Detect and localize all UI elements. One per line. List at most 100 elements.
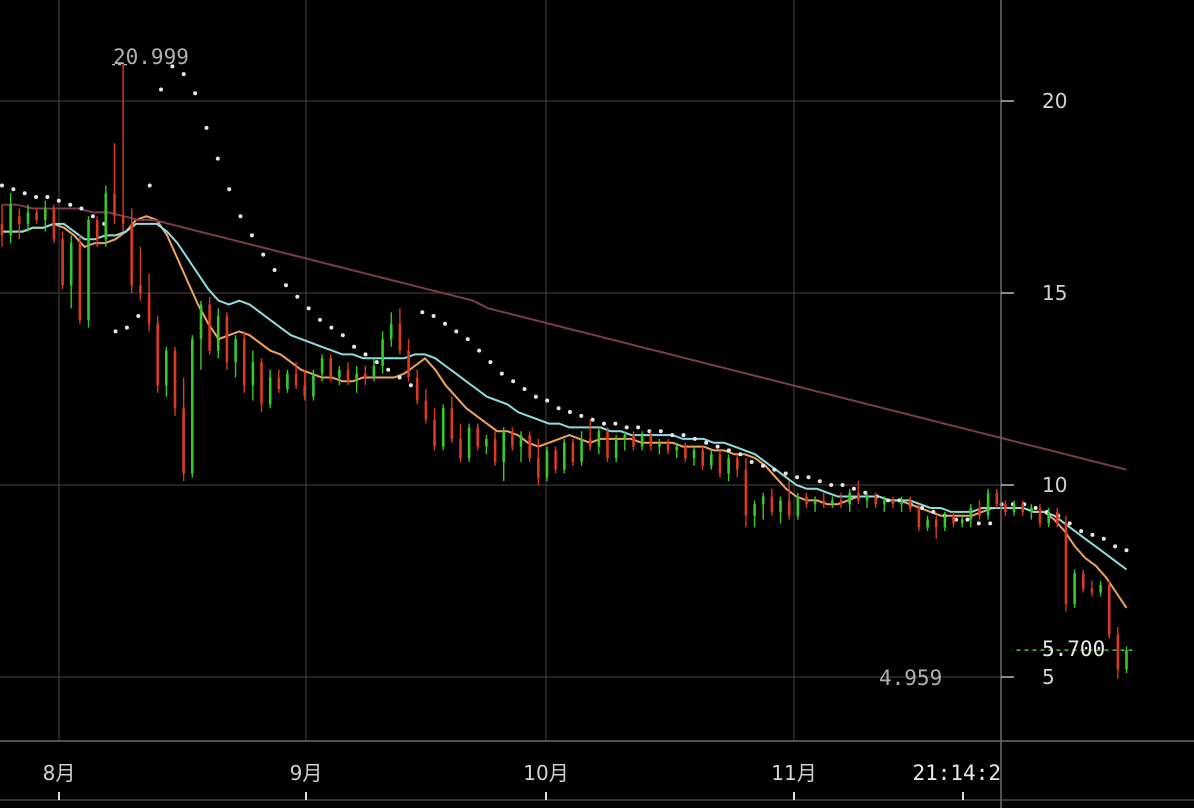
candle-body (389, 323, 393, 340)
sar-dot (0, 183, 4, 188)
candle-body (320, 358, 324, 374)
candle-body (883, 500, 886, 505)
candle-body (528, 435, 531, 459)
sar-dot (613, 421, 618, 426)
candle-body (260, 362, 263, 405)
sar-dot (124, 325, 129, 330)
sar-dot (681, 433, 686, 438)
candle-body (666, 442, 670, 451)
sar-dot (840, 483, 845, 487)
sar-dot (1113, 544, 1118, 549)
candle-body (9, 204, 12, 236)
sar-dot (329, 325, 334, 330)
candle-body (346, 369, 350, 382)
sar-dot (1033, 506, 1038, 510)
x-tick-label: 11月 (771, 761, 816, 785)
candle-body (312, 373, 315, 397)
candle-body (926, 519, 929, 528)
candle-body (459, 438, 462, 459)
sar-dot (386, 367, 391, 372)
candle-body (787, 500, 791, 516)
candle-body (710, 454, 713, 466)
y-tick-label: 10 (1042, 473, 1067, 497)
candle-body (0, 223, 4, 236)
candle-body (113, 193, 116, 217)
sar-dot (556, 406, 561, 411)
sar-dot (295, 294, 300, 299)
candle-body (960, 519, 964, 524)
candle-body (632, 435, 635, 447)
y-tick-label: 15 (1042, 281, 1067, 305)
sar-dot (261, 252, 266, 257)
ma-short-line (2, 215, 1128, 609)
sar-dot (136, 314, 141, 318)
candle-body (718, 454, 722, 474)
sar-dot (920, 506, 924, 510)
candle-body (338, 369, 341, 378)
candle-body (1099, 584, 1102, 593)
candle-body (277, 377, 281, 389)
candle-body (874, 496, 877, 505)
candle-body (95, 220, 99, 240)
sar-dot (590, 417, 595, 422)
sar-dot (1090, 532, 1095, 537)
candle-body (364, 373, 367, 378)
candle-body (61, 239, 64, 286)
ma-mid-line (2, 222, 1128, 571)
sar-dot (45, 195, 50, 199)
candle-body (1047, 511, 1050, 524)
candle-body (675, 446, 678, 451)
sar-dot (488, 360, 493, 365)
sar-dot (477, 348, 482, 353)
candle-body (1090, 588, 1094, 593)
candle-body (294, 373, 298, 386)
candle-body (727, 458, 730, 474)
sar-dot (715, 444, 720, 449)
sar-dot (193, 91, 198, 96)
candle-body (182, 408, 185, 474)
sar-dot (11, 187, 16, 192)
candle-body (450, 408, 454, 439)
candle-body (87, 220, 90, 320)
candle-body (909, 500, 912, 509)
candle-body (813, 500, 817, 505)
sar-dot (340, 333, 345, 338)
candle-body (234, 339, 237, 363)
sar-dot (284, 283, 288, 288)
sar-dot (851, 486, 856, 491)
candle-body (1082, 573, 1085, 589)
sar-dot (602, 421, 606, 426)
candle-body (78, 243, 82, 320)
candle-body (485, 438, 488, 447)
candle-body (415, 377, 419, 401)
candle-body (130, 223, 133, 286)
candle-body (865, 496, 869, 501)
candle-body (139, 285, 142, 293)
candle-body (173, 350, 177, 409)
candle-body (1116, 634, 1120, 670)
candle-body (251, 362, 255, 386)
x-tick-label: 9月 (290, 761, 323, 785)
sar-dot (1067, 521, 1072, 526)
candle-body (986, 492, 990, 516)
candle-body (917, 508, 921, 528)
candle-body (753, 504, 756, 516)
candle-body (1073, 573, 1076, 604)
candle-body (796, 496, 800, 516)
candle-body (554, 450, 557, 470)
candle-body (563, 442, 566, 470)
candle-body (805, 496, 808, 505)
candle-body (69, 243, 73, 286)
candle-body (1012, 504, 1016, 512)
sar-dot (227, 187, 232, 192)
sar-dot (704, 440, 709, 445)
candle-body (242, 339, 246, 386)
sar-dot (931, 509, 936, 514)
candle-body (156, 323, 159, 386)
candle-body (614, 438, 618, 459)
candle-body (121, 216, 125, 224)
sar-dot (90, 214, 95, 219)
candle-body (407, 350, 410, 378)
sar-dot (636, 425, 641, 430)
